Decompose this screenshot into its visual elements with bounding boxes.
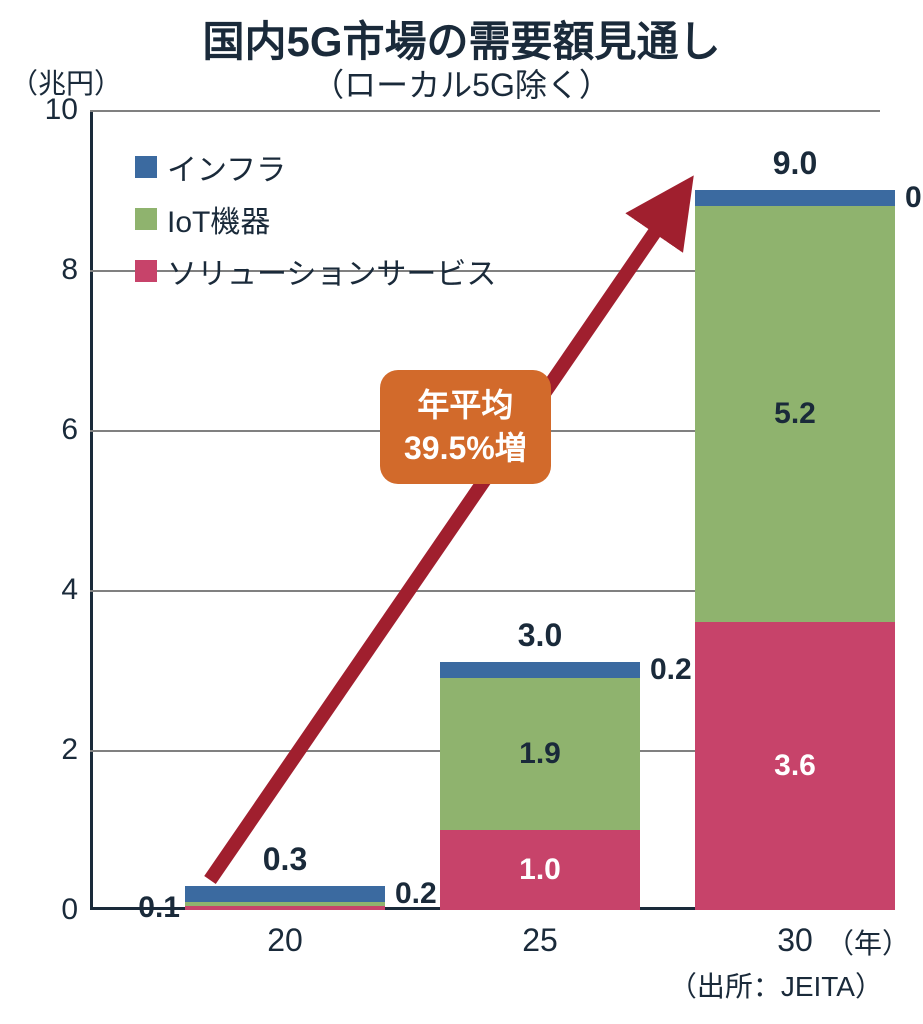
chart-container: 国内5G市場の需要額見通し （ローカル5G除く） （兆円） （年） 024681… — [0, 0, 923, 1024]
segment-value-label: 3.6 — [774, 749, 816, 783]
growth-callout: 年平均39.5%増 — [380, 370, 551, 484]
legend-swatch — [135, 260, 157, 282]
y-tick-label: 2 — [61, 733, 78, 767]
segment-value-label: 5.2 — [774, 397, 816, 431]
x-axis-unit: （年） — [826, 922, 910, 962]
source-label: （出所：JEITA） — [669, 965, 883, 1005]
y-axis-line — [90, 110, 93, 910]
bar-group: 3.65.20.29.0 — [695, 190, 895, 910]
callout-line2: 39.5%増 — [404, 427, 527, 470]
legend-label: インフラ — [167, 145, 286, 189]
legend-item: ソリューションサービス — [135, 249, 496, 293]
bar-group: 1.01.90.23.0 — [440, 662, 640, 910]
legend-swatch — [135, 156, 157, 178]
bar-segment — [185, 902, 385, 906]
bar-total-label: 3.0 — [518, 617, 562, 654]
y-tick-label: 4 — [61, 573, 78, 607]
segment-value-label: 0.2 — [905, 181, 923, 215]
y-tick-label: 6 — [61, 413, 78, 447]
bar-segment: 5.2 — [695, 206, 895, 622]
bar-segment: 0.2 — [695, 190, 895, 206]
legend-label: ソリューションサービス — [167, 249, 496, 293]
bar-segment: 1.0 — [440, 830, 640, 910]
segment-value-label: 1.0 — [519, 853, 561, 887]
legend-item: IoT機器 — [135, 197, 496, 241]
bar-segment: 0.1 — [185, 906, 385, 910]
legend-swatch — [135, 208, 157, 230]
bar-group: 0.10.20.3 — [185, 886, 385, 910]
bar-segment: 1.9 — [440, 678, 640, 830]
segment-value-label: 0.1 — [138, 891, 180, 925]
segment-value-label: 1.9 — [519, 737, 561, 771]
gridline — [90, 110, 880, 112]
y-tick-label: 10 — [45, 93, 78, 127]
legend: インフラ IoT機器ソリューションサービス — [135, 145, 496, 301]
y-tick-label: 8 — [61, 253, 78, 287]
legend-item: インフラ — [135, 145, 496, 189]
bar-total-label: 9.0 — [773, 145, 817, 182]
x-tick-label: 30 — [777, 922, 813, 959]
callout-line1: 年平均 — [404, 384, 527, 427]
segment-value-label: 0.2 — [650, 653, 692, 687]
bar-segment: 0.2 — [185, 886, 385, 902]
legend-label: IoT機器 — [167, 197, 270, 241]
x-tick-label: 20 — [267, 922, 303, 959]
chart-subtitle: （ローカル5G除く） — [0, 60, 923, 106]
x-tick-label: 25 — [522, 922, 558, 959]
bar-segment: 0.2 — [440, 662, 640, 678]
segment-value-label: 0.2 — [395, 877, 437, 911]
bar-segment: 3.6 — [695, 622, 895, 910]
y-tick-label: 0 — [61, 893, 78, 927]
bar-total-label: 0.3 — [263, 841, 307, 878]
